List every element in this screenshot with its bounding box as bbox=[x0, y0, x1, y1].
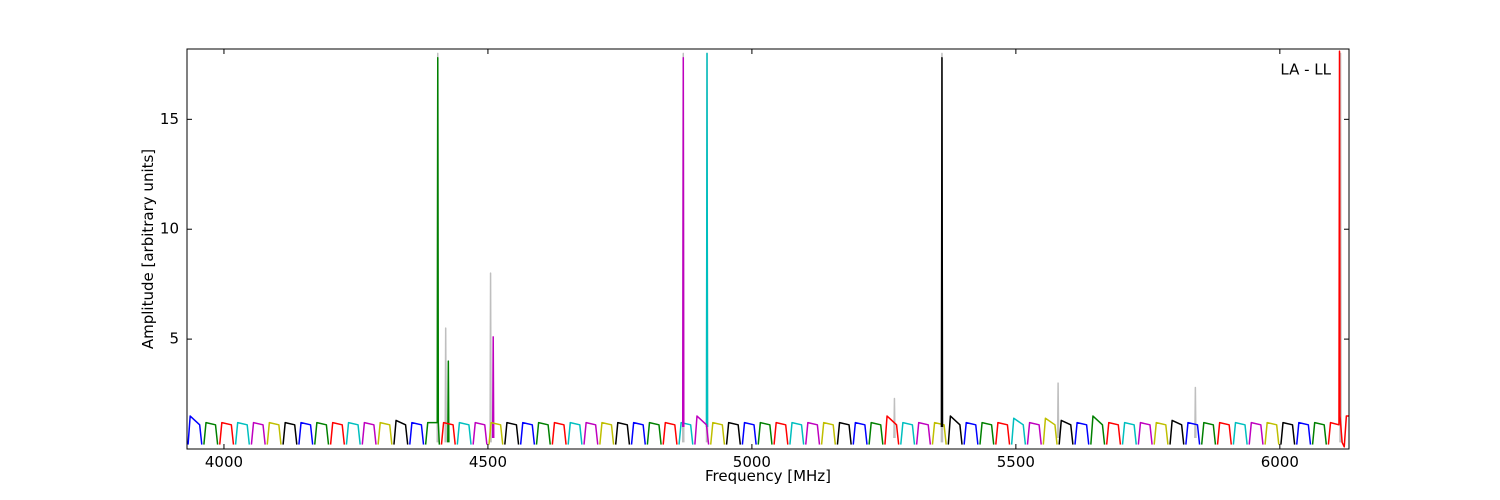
x-tick-label: 4000 bbox=[205, 453, 243, 471]
series-line bbox=[234, 52, 1248, 445]
x-tick-label: 4500 bbox=[469, 453, 507, 471]
x-axis-label: Frequency [MHz] bbox=[705, 467, 831, 485]
y-tick-label: 10 bbox=[160, 220, 179, 238]
x-tick-label: 5500 bbox=[997, 453, 1035, 471]
series-line bbox=[203, 57, 1328, 445]
series-line bbox=[282, 57, 1296, 445]
annotation: LA - LL bbox=[1280, 61, 1331, 79]
y-axis-label: Amplitude [arbitrary units] bbox=[139, 149, 157, 349]
plot-area bbox=[187, 49, 1349, 449]
y-tick-label: 5 bbox=[169, 330, 179, 348]
series-line bbox=[266, 417, 1280, 445]
y-tick-label: 15 bbox=[160, 110, 179, 128]
plot-frame bbox=[186, 48, 1350, 450]
series-line bbox=[250, 57, 1264, 445]
x-tick-label: 6000 bbox=[1261, 453, 1299, 471]
series-line bbox=[218, 50, 1349, 448]
series-group bbox=[187, 50, 1349, 448]
x-tick-label: 5000 bbox=[733, 453, 771, 471]
series-line bbox=[187, 415, 1312, 445]
